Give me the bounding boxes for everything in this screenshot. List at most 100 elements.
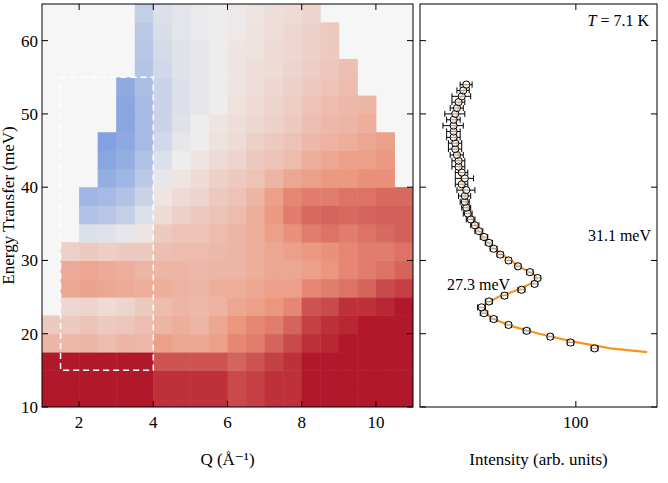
heatmap-cell	[190, 389, 209, 407]
data-point	[505, 321, 512, 328]
y-tick-label: 10	[21, 398, 38, 417]
heatmap-cell	[79, 352, 98, 371]
x-tick	[301, 4, 302, 10]
heatmap-cell	[302, 169, 321, 188]
heatmap-cell	[61, 242, 80, 261]
heatmap-cell	[116, 114, 135, 133]
heatmap-cell	[339, 279, 358, 298]
heatmap-cell	[228, 77, 247, 96]
heatmap-cell	[320, 260, 339, 279]
x-tick-label: 2	[75, 413, 84, 432]
heatmap-cell	[376, 389, 395, 407]
heatmap-cell	[228, 169, 247, 188]
y-tick	[651, 333, 657, 334]
heatmap-cell	[339, 187, 358, 206]
heatmap-cell	[135, 352, 154, 371]
y-tick-label: 20	[21, 325, 38, 344]
heatmap-cell	[79, 260, 98, 279]
error-bar	[567, 340, 574, 346]
heatmap-cell	[172, 4, 191, 23]
heatmap-cell	[190, 206, 209, 225]
heatmap-cell	[209, 334, 228, 353]
heatmap-cell	[42, 352, 61, 371]
heatmap-cell	[246, 59, 265, 78]
heatmap-cell	[394, 315, 413, 334]
heatmap-cell	[190, 297, 209, 316]
heatmap-cell	[135, 114, 154, 133]
heatmap-cell	[357, 315, 376, 334]
heatmap-cell	[190, 169, 209, 188]
heatmap-cell	[320, 169, 339, 188]
heatmap-cell	[283, 206, 302, 225]
heatmap-cell	[283, 334, 302, 353]
heatmap-cell	[357, 206, 376, 225]
heatmap-cell	[265, 260, 284, 279]
heatmap-cell	[320, 370, 339, 389]
heatmap-cell	[302, 389, 321, 407]
heatmap-cell	[246, 206, 265, 225]
heatmap-cell	[376, 334, 395, 353]
heatmap-cell	[320, 114, 339, 133]
heatmap-cell	[98, 224, 117, 243]
y-tick	[407, 40, 413, 41]
heatmap-cell	[98, 315, 117, 334]
heatmap-cell	[209, 224, 228, 243]
heatmap-cell	[246, 22, 265, 41]
heatmap-cell	[190, 315, 209, 334]
heatmap-cell	[153, 206, 172, 225]
heatmap-cell	[394, 206, 413, 225]
heatmap-cell	[283, 352, 302, 371]
heatmap-cell	[98, 389, 117, 407]
error-bar	[485, 298, 492, 304]
error-bar	[455, 175, 473, 181]
heatmap-cell	[172, 389, 191, 407]
x-tick	[375, 4, 376, 10]
heatmap-cell	[228, 279, 247, 298]
heatmap-cell	[98, 169, 117, 188]
heatmap-cell	[190, 114, 209, 133]
heatmap-cell	[209, 370, 228, 389]
heatmap-cell	[265, 206, 284, 225]
error-bar	[457, 187, 475, 193]
heatmap-cell	[79, 297, 98, 316]
region-group	[61, 77, 154, 370]
heatmap-cell	[339, 389, 358, 407]
data-point	[485, 298, 492, 305]
x-tick	[153, 401, 154, 407]
heatmap-cell	[283, 22, 302, 41]
heatmap-cell	[376, 224, 395, 243]
heatmap-cell	[320, 279, 339, 298]
heatmap-cell	[42, 389, 61, 407]
heatmap-cell	[394, 260, 413, 279]
heatmap-cell	[79, 315, 98, 334]
heatmap-cell	[246, 370, 265, 389]
y-tick	[42, 333, 48, 334]
heatmap-cell	[357, 297, 376, 316]
data-point	[567, 339, 574, 346]
heatmap-cell	[376, 315, 395, 334]
heatmap-cell	[135, 169, 154, 188]
heatmap-cell	[135, 151, 154, 170]
y-tick	[651, 113, 657, 114]
heatmap-cell	[339, 151, 358, 170]
heatmap-cell	[228, 59, 247, 78]
heatmap-cell	[228, 334, 247, 353]
x-tick-label: 4	[149, 413, 158, 432]
heatmap-cell	[320, 77, 339, 96]
heatmap-cell	[116, 260, 135, 279]
heatmap-cell	[357, 242, 376, 261]
heatmap-cell	[376, 187, 395, 206]
heatmap-cell	[283, 315, 302, 334]
x-tick	[575, 4, 576, 10]
heatmap-cell	[339, 77, 358, 96]
heatmap-cell	[153, 96, 172, 115]
heatmap-cell	[172, 334, 191, 353]
heatmap-cell	[98, 206, 117, 225]
y-tick	[651, 40, 657, 41]
heatmap-cell	[394, 389, 413, 407]
heatmap-cell	[135, 315, 154, 334]
heatmap-cell	[339, 96, 358, 115]
y-tick	[42, 407, 48, 408]
heatmap-cell	[135, 96, 154, 115]
x-tick	[301, 401, 302, 407]
